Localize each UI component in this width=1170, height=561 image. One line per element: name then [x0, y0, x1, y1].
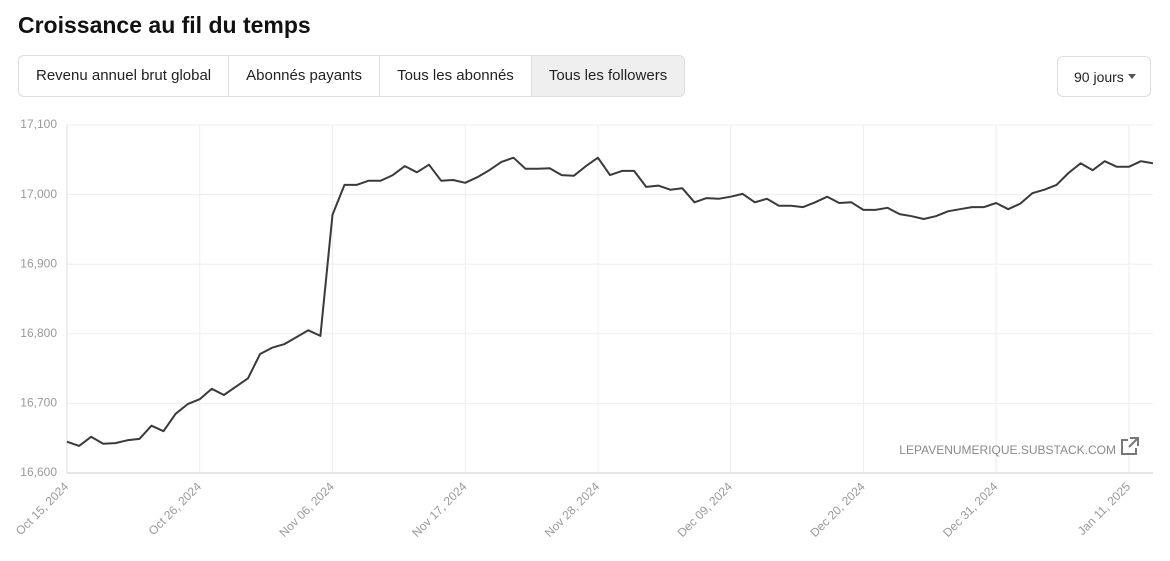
- chart-title: Croissance au fil du temps: [18, 12, 311, 38]
- x-tick-label: Oct 26, 2024: [146, 479, 205, 538]
- x-tick-label: Nov 06, 2024: [276, 479, 337, 540]
- x-tick-label: Oct 15, 2024: [13, 479, 72, 538]
- plot: 16,600 16,700 16,800 16,900 17,000 17,100 Oct …: [13, 117, 1154, 540]
- x-tick-label: Dec 09, 2024: [675, 479, 736, 540]
- watermark: LEPAVENUMERIQUE.SUBSTACK.COM: [899, 443, 1116, 457]
- x-tick-label: Nov 17, 2024: [409, 479, 470, 540]
- y-tick-label: 17,000: [20, 187, 57, 201]
- x-tick-label: Dec 31, 2024: [940, 479, 1001, 540]
- y-tick-label: 16,600: [20, 465, 57, 479]
- range-dropdown[interactable]: 90 jours: [1057, 56, 1151, 97]
- y-tick-label: 16,800: [20, 326, 57, 340]
- tab[interactable]: Abonnés payants: [229, 56, 381, 96]
- caret: [1128, 74, 1136, 79]
- x-tick-label: Nov 28, 2024: [542, 479, 603, 540]
- y-tick-label: 17,100: [20, 117, 57, 131]
- y-tick-label: 16,900: [20, 256, 57, 270]
- tab[interactable]: Revenu annuel brut global: [19, 56, 230, 96]
- tab[interactable]: Tous les followers: [531, 56, 685, 96]
- line: [66, 156, 1154, 447]
- x-tick-label: Jan 11, 2025: [1075, 479, 1134, 538]
- tab[interactable]: Tous les abonnés: [380, 56, 532, 96]
- y-tick-label: 16,700: [20, 396, 57, 410]
- external-link-icon: [1121, 437, 1139, 455]
- tab-bar: Revenu annuel brut global Abonnés payant…: [18, 55, 686, 97]
- dropdown-label: 90 jours: [1074, 69, 1124, 85]
- x-tick-label: Dec 20, 2024: [807, 479, 868, 540]
